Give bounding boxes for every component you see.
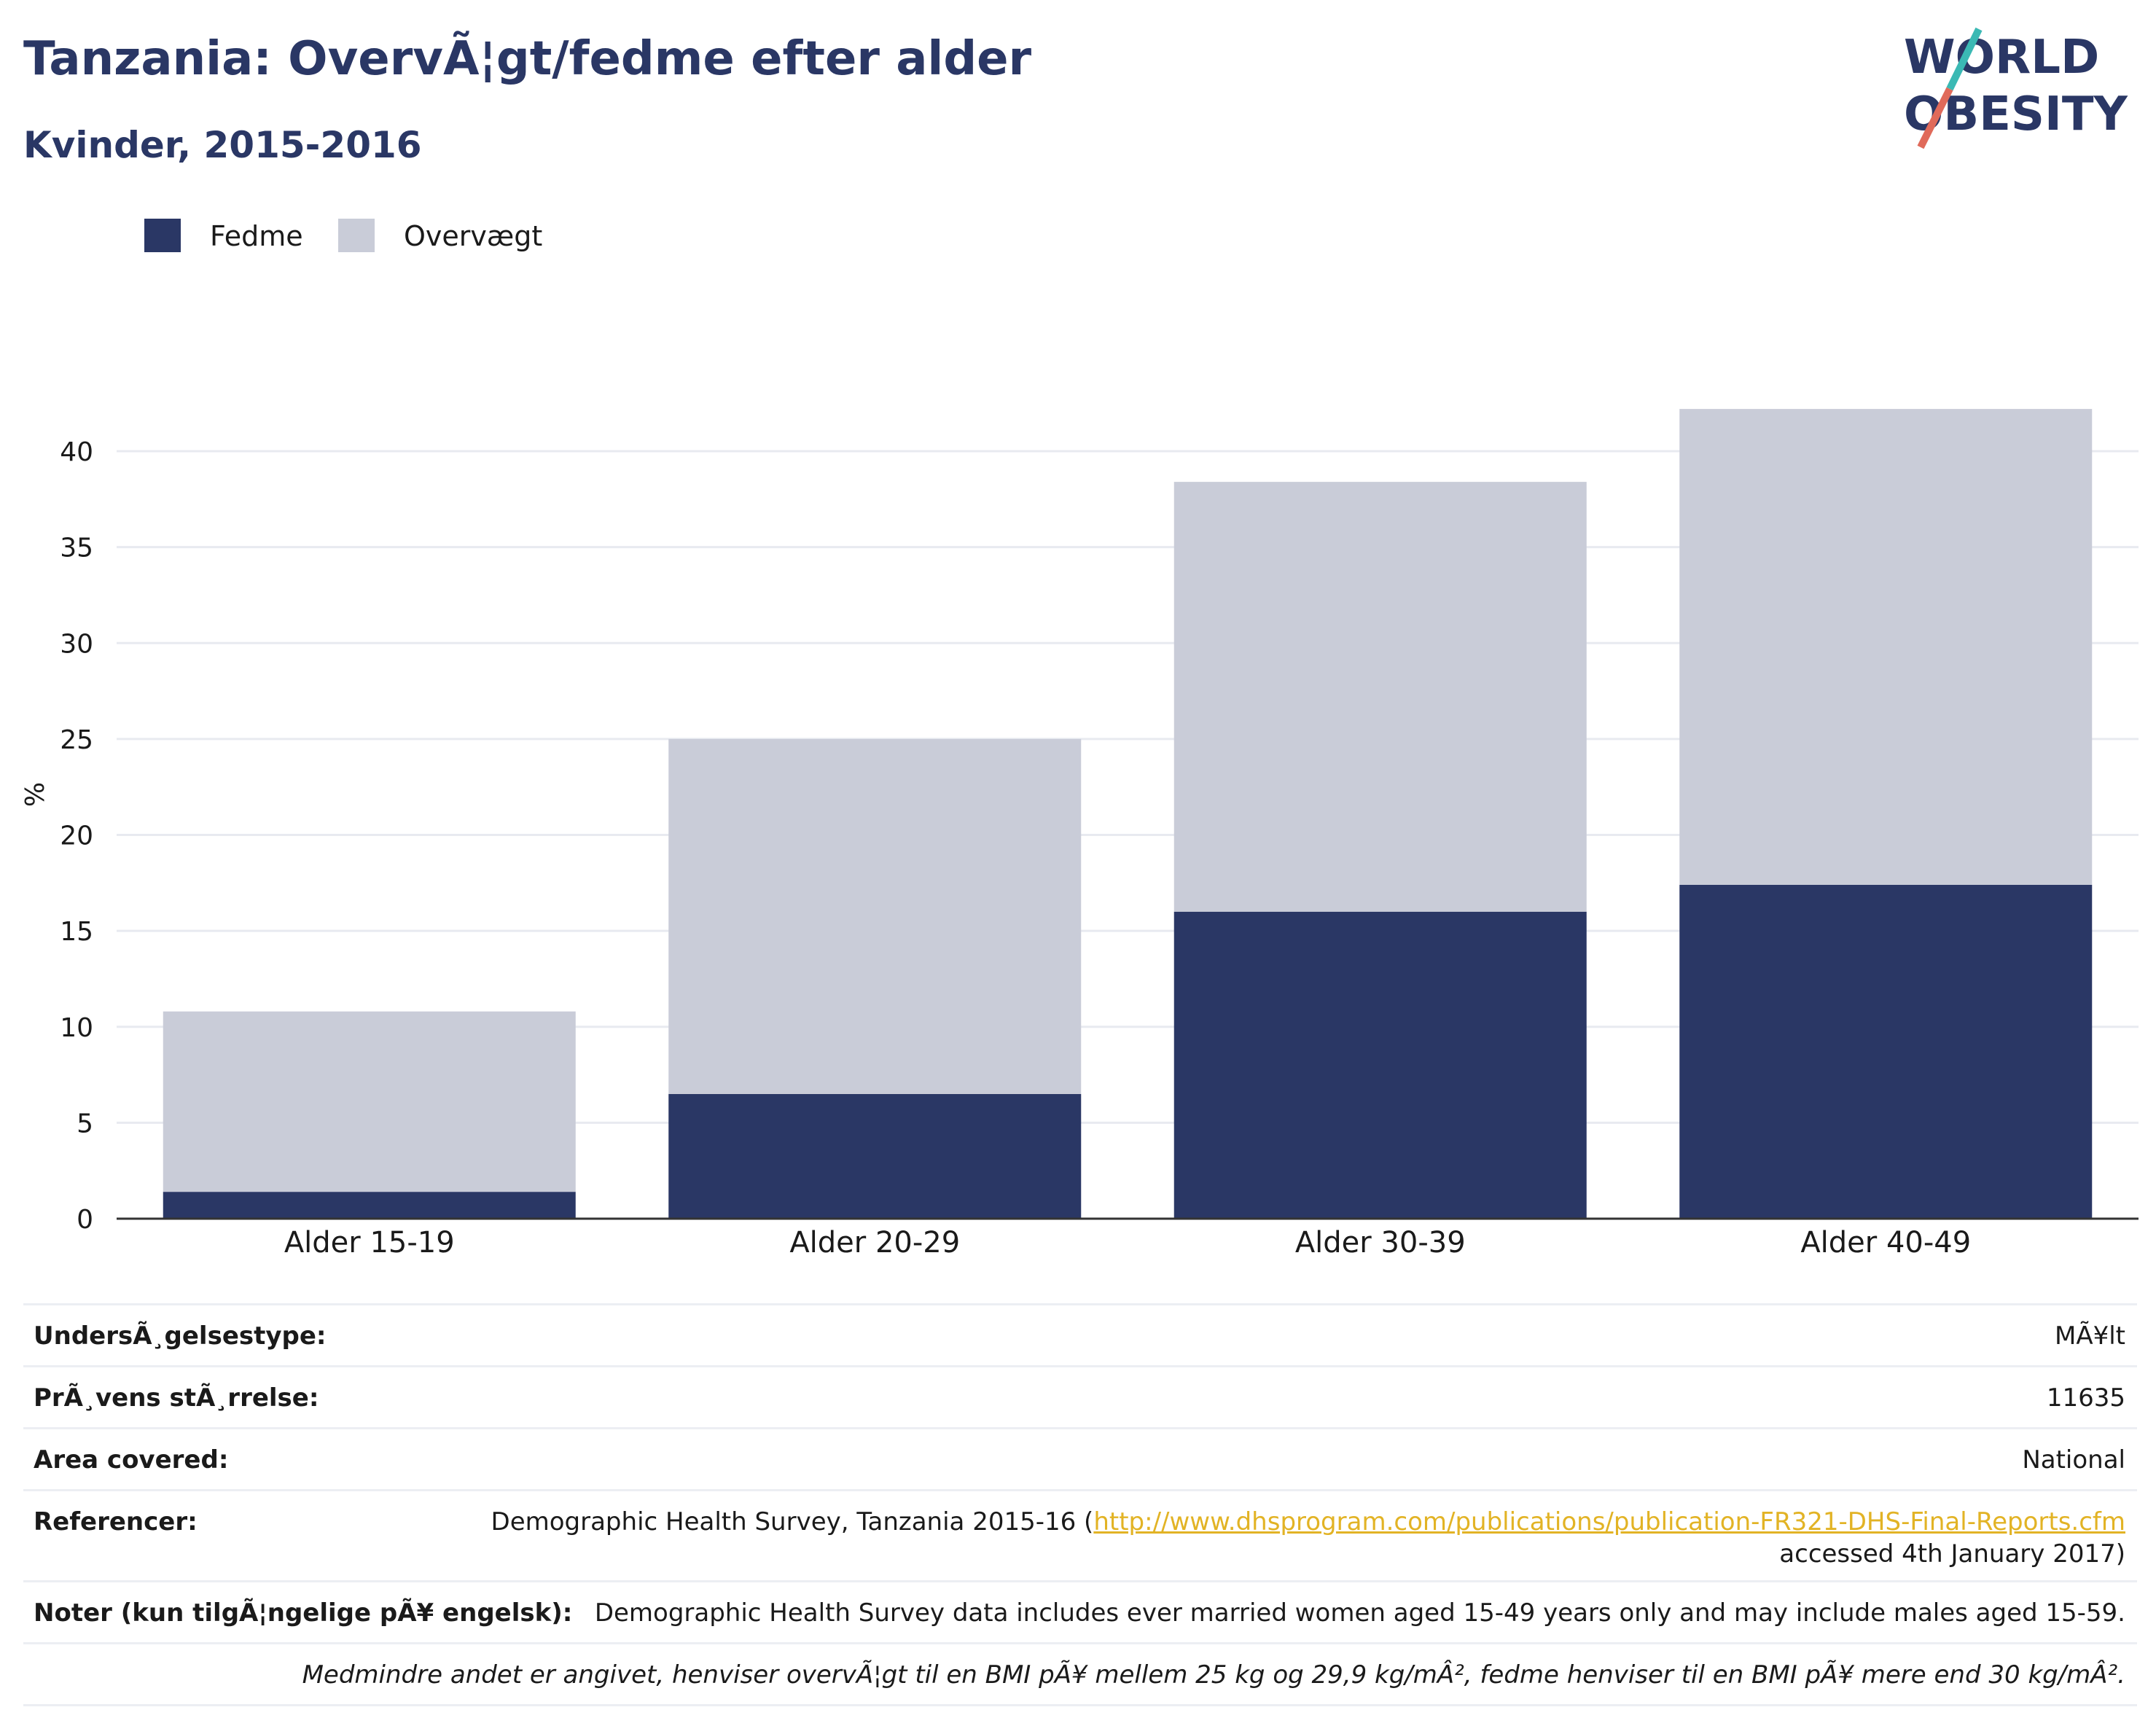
bar-fedme-1[interactable] bbox=[163, 1192, 576, 1219]
x-tick-label-2: Alder 20-29 bbox=[789, 1226, 960, 1260]
metadata-table: UndersÃ¸gelsestype: MÃ¥lt PrÃ¸vens stÃ¸r… bbox=[23, 1303, 2137, 1706]
x-tick-label-3: Alder 30-39 bbox=[1295, 1226, 1466, 1260]
bar-overvaegt-2[interactable] bbox=[668, 738, 1082, 1094]
meta-value-references: Demographic Health Survey, Tanzania 2015… bbox=[491, 1507, 2125, 1536]
bar-fedme-3[interactable] bbox=[1173, 911, 1587, 1219]
y-tick-label-15: 15 bbox=[60, 917, 93, 947]
meta-key-sample-size: PrÃ¸vens stÃ¸rrelse: bbox=[34, 1383, 319, 1413]
bar-overvaegt-3[interactable] bbox=[1173, 482, 1587, 912]
meta-key-references: Referencer: bbox=[34, 1507, 198, 1536]
y-tick-label-10: 10 bbox=[60, 1013, 93, 1043]
legend-swatch-overvaegt bbox=[338, 219, 375, 252]
y-tick-label-30: 30 bbox=[60, 629, 93, 659]
bar-fedme-2[interactable] bbox=[668, 1093, 1082, 1219]
references-text: Demographic Health Survey, Tanzania 2015… bbox=[491, 1507, 1094, 1536]
legend-swatch-fedme bbox=[144, 219, 181, 252]
y-tick-label-25: 25 bbox=[60, 725, 93, 755]
meta-row-footnote: Medmindre andet er angivet, henviser ove… bbox=[23, 1642, 2137, 1706]
meta-row-area: Area covered: National bbox=[23, 1427, 2137, 1489]
legend-label-fedme: Fedme bbox=[210, 220, 303, 252]
x-tick-label-4: Alder 40-49 bbox=[1800, 1226, 1971, 1260]
references-link[interactable]: http://www.dhsprogram.com/publications/p… bbox=[1093, 1507, 2125, 1536]
meta-value-survey-type: MÃ¥lt bbox=[2054, 1321, 2125, 1351]
meta-value-area: National bbox=[2022, 1445, 2125, 1475]
logo-text-world: WORLD bbox=[1904, 31, 2099, 85]
meta-key-survey-type: UndersÃ¸gelsestype: bbox=[34, 1321, 327, 1351]
meta-row-sample-size: PrÃ¸vens stÃ¸rrelse: 11635 bbox=[23, 1365, 2137, 1427]
meta-footnote: Medmindre andet er angivet, henviser ove… bbox=[302, 1660, 2125, 1690]
logo-slash-red bbox=[1917, 87, 1953, 149]
y-tick-label-40: 40 bbox=[60, 437, 93, 467]
logo-slash-teal bbox=[1946, 27, 1983, 91]
bar-fedme-4[interactable] bbox=[1679, 884, 2093, 1219]
y-tick-label-0: 0 bbox=[77, 1205, 93, 1235]
meta-value-sample-size: 11635 bbox=[2046, 1383, 2125, 1413]
meta-row-survey-type: UndersÃ¸gelsestype: MÃ¥lt bbox=[23, 1303, 2137, 1365]
page-subtitle: Kvinder, 2015-2016 bbox=[23, 124, 422, 166]
bar-overvaegt-4[interactable] bbox=[1679, 409, 2093, 885]
page-title: Tanzania: OvervÃ¦gt/fedme efter alder bbox=[23, 32, 1032, 86]
meta-value-notes: Demographic Health Survey data includes … bbox=[594, 1598, 2125, 1628]
x-axis-labels: Alder 15-19 Alder 20-29 Alder 30-39 Alder 4… bbox=[284, 1226, 1971, 1260]
logo-text-obesity: OBESITY bbox=[1904, 87, 2128, 141]
x-tick-label-1: Alder 15-19 bbox=[284, 1226, 455, 1260]
legend-label-overvaegt: Overvægt bbox=[404, 220, 543, 252]
meta-key-area: Area covered: bbox=[34, 1445, 229, 1475]
world-obesity-logo: WORLD OBESITY bbox=[1904, 27, 2128, 149]
bar-overvaegt-1[interactable] bbox=[163, 1011, 576, 1192]
chart-bars bbox=[163, 409, 2093, 1219]
y-tick-label-20: 20 bbox=[60, 821, 93, 851]
references-tail: accessed 4th January 2017) bbox=[1779, 1539, 2125, 1569]
meta-row-notes: Noter (kun tilgÃ¦ngelige pÃ¥ engelsk): D… bbox=[23, 1580, 2137, 1642]
meta-key-notes: Noter (kun tilgÃ¦ngelige pÃ¥ engelsk): bbox=[34, 1598, 573, 1628]
y-tick-label-5: 5 bbox=[77, 1109, 93, 1139]
y-tick-label-35: 35 bbox=[60, 534, 93, 563]
meta-row-references: Referencer: Demographic Health Survey, T… bbox=[23, 1489, 2137, 1580]
y-axis-label: % bbox=[20, 782, 50, 807]
y-axis-ticks: 0 5 10 15 20 25 30 35 40 bbox=[60, 437, 93, 1235]
